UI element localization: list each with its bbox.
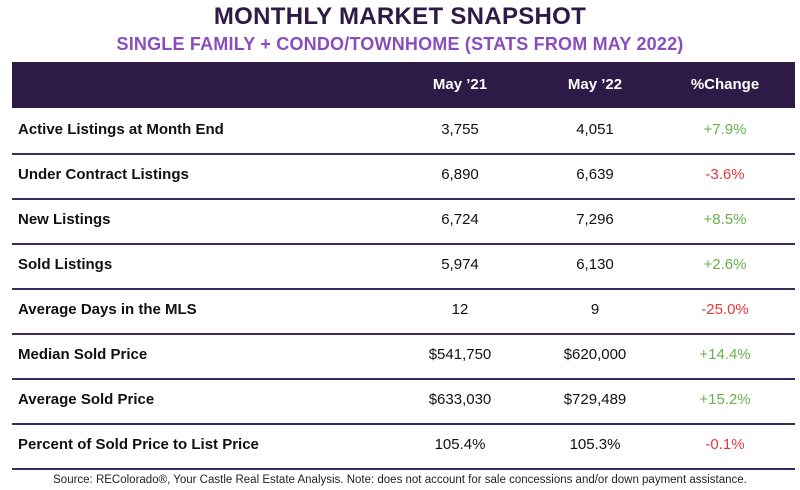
- page-title: MONTHLY MARKET SNAPSHOT: [213, 3, 587, 30]
- row-label: Active Listings at Month End: [18, 121, 224, 138]
- row-label: Sold Listings: [18, 256, 113, 273]
- value-may21: 105.4%: [434, 436, 486, 453]
- value-change: -0.1%: [705, 436, 745, 453]
- table-row: New Listings 6,724 7,296 +8.5%: [12, 198, 795, 245]
- value-change: -25.0%: [701, 301, 749, 318]
- value-may21: $541,750: [428, 346, 492, 363]
- table-header: May ’21 May ’22 %Change: [12, 62, 795, 108]
- table-row: Average Days in the MLS 12 9 -25.0%: [12, 288, 795, 335]
- value-may21: 6,890: [441, 166, 479, 183]
- value-change: -3.6%: [705, 166, 745, 183]
- value-may22: $620,000: [563, 346, 627, 363]
- value-may21: 5,974: [441, 256, 479, 273]
- value-change: +14.4%: [699, 346, 751, 363]
- source-footnote: Source: REColorado®, Your Castle Real Es…: [53, 474, 747, 486]
- value-may22: 4,051: [576, 121, 614, 138]
- value-may21: 6,724: [441, 211, 479, 228]
- table-row: Under Contract Listings 6,890 6,639 -3.6…: [12, 153, 795, 200]
- table-row: Average Sold Price $633,030 $729,489 +15…: [12, 378, 795, 425]
- value-may22: 105.3%: [569, 436, 621, 453]
- table-row: Active Listings at Month End 3,755 4,051…: [12, 108, 795, 155]
- value-change: +15.2%: [699, 391, 751, 408]
- value-change: +7.9%: [703, 121, 747, 138]
- row-label: New Listings: [18, 211, 111, 228]
- value-change: +2.6%: [703, 256, 747, 273]
- value-may21: $633,030: [428, 391, 492, 408]
- page-subtitle: SINGLE FAMILY + CONDO/TOWNHOME (STATS FR…: [116, 34, 684, 54]
- column-header-may22: May ’22: [567, 76, 623, 93]
- value-change: +8.5%: [703, 211, 747, 228]
- value-may22: 9: [590, 301, 600, 318]
- row-label: Average Sold Price: [18, 391, 155, 408]
- table-row: Sold Listings 5,974 6,130 +2.6%: [12, 243, 795, 290]
- value-may21: 3,755: [441, 121, 479, 138]
- row-label: Under Contract Listings: [18, 166, 189, 183]
- value-may22: $729,489: [563, 391, 627, 408]
- value-may22: 6,639: [576, 166, 614, 183]
- value-may21: 12: [451, 301, 469, 318]
- column-header-may21: May ’21: [432, 76, 488, 93]
- column-header-change: %Change: [690, 76, 760, 93]
- row-label: Average Days in the MLS: [18, 301, 197, 318]
- value-may22: 7,296: [576, 211, 614, 228]
- value-may22: 6,130: [576, 256, 614, 273]
- row-label: Median Sold Price: [18, 346, 148, 363]
- table-row: Median Sold Price $541,750 $620,000 +14.…: [12, 333, 795, 380]
- row-label: Percent of Sold Price to List Price: [18, 436, 259, 453]
- table-row: Percent of Sold Price to List Price 105.…: [12, 423, 795, 470]
